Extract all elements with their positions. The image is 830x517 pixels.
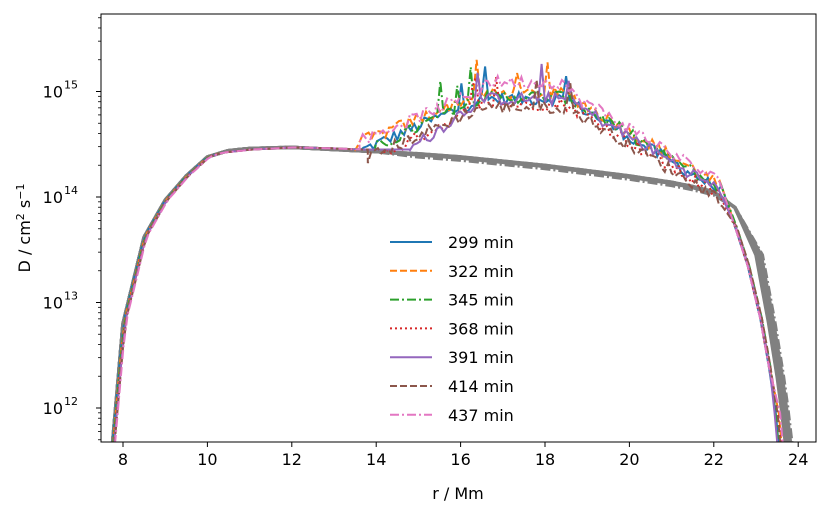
- x-tick-label: 14: [366, 450, 386, 469]
- x-axis-label: r / Mm: [432, 484, 484, 503]
- x-tick-label: 8: [118, 450, 128, 469]
- legend-label: 414 min: [448, 377, 514, 396]
- x-axis: 8 10 12 14 16 18 20 22 24: [118, 442, 808, 469]
- y-tick-label: 10: [43, 188, 63, 207]
- y-tick-exponent: 13: [64, 290, 78, 303]
- y-tick-label: 10: [43, 294, 63, 313]
- x-tick-label: 18: [535, 450, 555, 469]
- plot-area: [110, 59, 794, 442]
- legend: 299 min 322 min 345 min 368 min 391 min 414 m…: [390, 233, 514, 425]
- x-tick-label: 16: [450, 450, 470, 469]
- series-line-322-min: [112, 59, 783, 442]
- y-tick-label: 10: [43, 83, 63, 102]
- y-tick-label: 10: [43, 399, 63, 418]
- legend-label: 345 min: [448, 291, 514, 310]
- y-axis-label: D / cm2 s−1: [14, 184, 34, 273]
- plot-frame: [100, 13, 817, 443]
- y-tick-exponent: 15: [64, 79, 78, 92]
- x-tick-label: 20: [619, 450, 639, 469]
- y-tick-exponent: 14: [64, 184, 78, 197]
- x-tick-label: 12: [282, 450, 302, 469]
- legend-label: 437 min: [448, 406, 514, 425]
- x-tick-label: 22: [704, 450, 724, 469]
- y-tick-exponent: 12: [64, 395, 78, 408]
- series-line-345-min: [112, 67, 780, 442]
- series-line-391-min: [113, 63, 779, 442]
- legend-label: 299 min: [448, 233, 514, 252]
- x-tick-label: 24: [788, 450, 808, 469]
- legend-label: 368 min: [448, 319, 514, 338]
- x-tick-label: 10: [197, 450, 217, 469]
- legend-label: 322 min: [448, 262, 514, 281]
- legend-label: 391 min: [448, 348, 514, 367]
- series-line-414-min: [113, 79, 782, 442]
